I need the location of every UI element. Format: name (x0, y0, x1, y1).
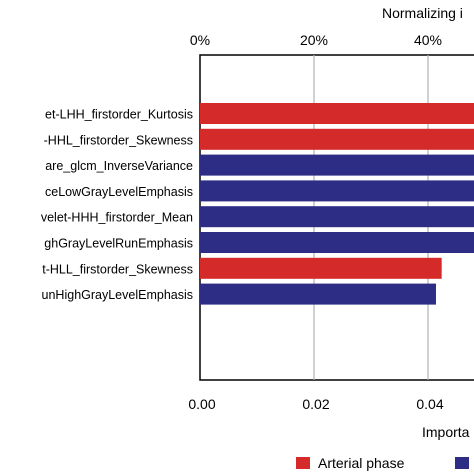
top-axis-ticks: 0%20%40%6 (190, 32, 442, 48)
category-label: ceLowGrayLevelEmphasis (45, 185, 193, 199)
category-label: t-HLL_firstorder_Skewness (42, 262, 193, 276)
category-label: are_glcm_InverseVariance (45, 159, 193, 173)
bar (200, 283, 436, 305)
legend: Arterial phase (296, 455, 469, 471)
bar (200, 257, 442, 279)
x-tick-label: 0.00 (188, 396, 215, 412)
legend-label-arterial: Arterial phase (318, 455, 405, 471)
bottom-axis-ticks: 0.00 0.02 0.04 (188, 396, 443, 412)
bar (200, 180, 474, 202)
category-label: ghGrayLevelRunEmphasis (44, 237, 193, 251)
top-axis-title: Normalizing i (382, 5, 463, 21)
bar (200, 103, 474, 124)
category-label: unHighGrayLevelEmphasis (42, 288, 193, 302)
top-tick-label: 20% (300, 32, 328, 48)
bar (200, 232, 474, 253)
category-labels: et-LHH_firstorder_Kurtosis -HHL_firstorde… (41, 108, 193, 303)
bar (200, 128, 474, 150)
top-tick-label: 40% (414, 32, 442, 48)
x-axis-label: Importa (422, 424, 470, 440)
x-tick-label: 0.04 (416, 396, 443, 412)
bars (200, 103, 474, 305)
x-tick-label: 0.02 (302, 396, 329, 412)
bar (200, 154, 474, 176)
bar (200, 206, 474, 228)
category-label: -HHL_firstorder_Skewness (44, 133, 193, 147)
legend-swatch-portal (455, 457, 469, 469)
top-tick-label: 0% (190, 32, 210, 48)
category-label: velet-HHH_firstorder_Mean (41, 211, 193, 225)
category-label: et-LHH_firstorder_Kurtosis (45, 108, 193, 122)
legend-swatch-arterial (296, 457, 310, 469)
